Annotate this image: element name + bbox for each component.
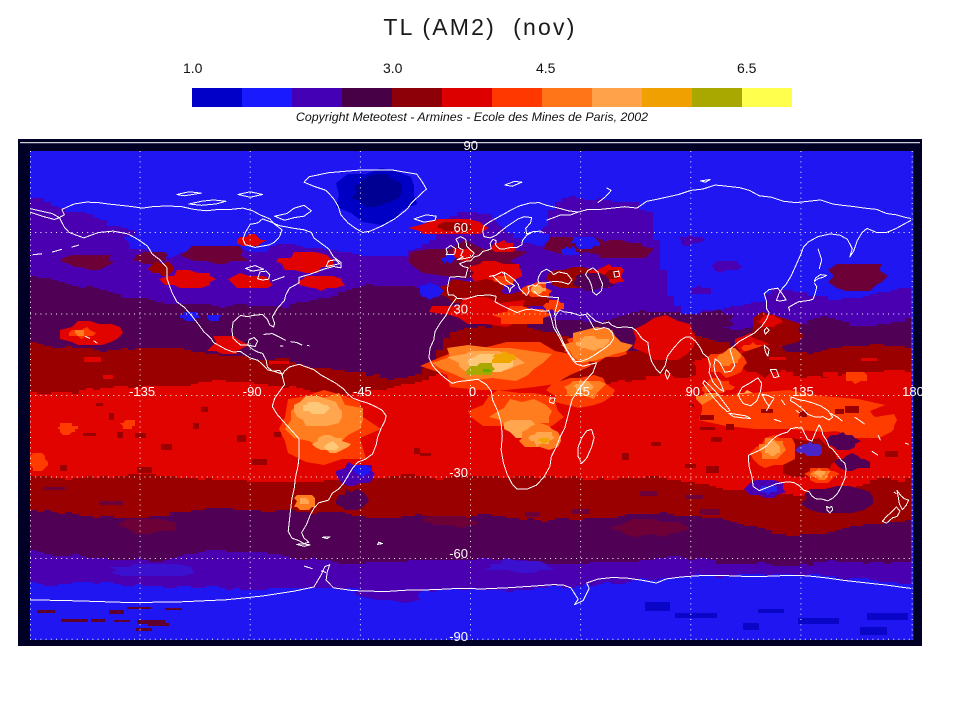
svg-text:-30: -30 [449, 465, 468, 480]
svg-text:30: 30 [454, 302, 468, 317]
svg-text:45: 45 [575, 384, 589, 399]
svg-text:90: 90 [464, 139, 478, 153]
svg-text:60: 60 [454, 220, 468, 235]
svg-text:-45: -45 [353, 384, 372, 399]
svg-text:180: 180 [902, 384, 922, 399]
svg-text:90: 90 [686, 384, 700, 399]
svg-text:-90: -90 [243, 384, 262, 399]
svg-text:-90: -90 [449, 629, 468, 644]
svg-text:0: 0 [469, 384, 476, 399]
svg-text:135: 135 [792, 384, 814, 399]
svg-text:-135: -135 [129, 384, 155, 399]
svg-text:-60: -60 [449, 546, 468, 561]
